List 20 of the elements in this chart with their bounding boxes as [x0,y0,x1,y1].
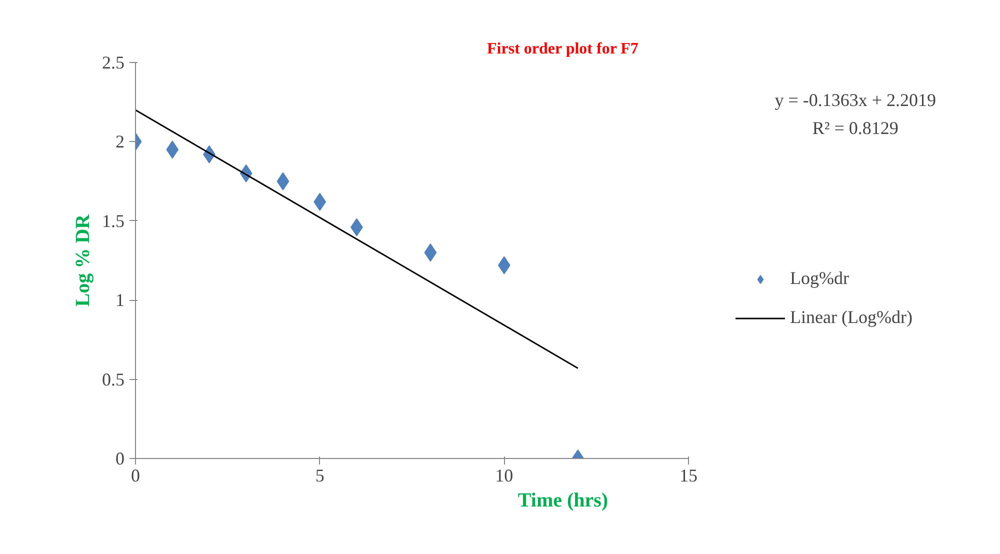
x-tick-label: 5 [315,466,324,486]
point [276,172,290,190]
x-axis-title: Time (hrs) [518,490,608,512]
y-tick-label: 2 [116,132,124,152]
y-tick-label: 2.5 [102,52,124,72]
y-axis-title: Log % DR [72,214,94,307]
y-tick-label: 0 [116,448,124,468]
x-tick-label: 15 [680,466,698,486]
text: R² = 0.8129 [812,118,898,138]
chart-title: First order plot for F7 [487,40,638,58]
y-tick-label: 1.5 [102,210,124,231]
x-tick-label: 0 [131,466,140,486]
point [424,244,437,262]
y-tick-label: 0.5 [102,369,124,390]
point [166,140,179,159]
x-tick-label: 10 [495,466,514,486]
legend-label: Linear (Log%dr) [790,307,912,328]
text: y = -0.1363x + 2.2019 [774,90,936,110]
y-tick-label: 1 [116,290,124,310]
legend-label: Log%dr [790,268,849,289]
